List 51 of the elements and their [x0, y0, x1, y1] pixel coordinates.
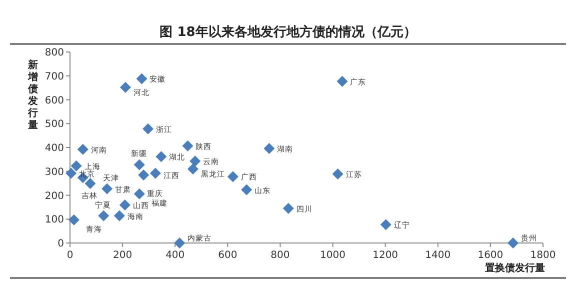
point: [98, 210, 110, 222]
point: [156, 151, 167, 162]
y-tick-label: 500: [44, 119, 64, 130]
point: [114, 210, 125, 222]
x-tick-label: 1200: [372, 250, 398, 261]
y-tick-label: 0: [58, 238, 64, 250]
point: [282, 202, 294, 214]
y-tick-label: 700: [44, 71, 64, 82]
point: [508, 238, 519, 248]
chart-title: 图 18年以来各地发行地方债的情况（亿元）: [160, 24, 416, 40]
point: [136, 73, 148, 84]
x-tick-label: 1000: [320, 250, 346, 261]
x-tick-label: 800: [270, 250, 290, 261]
point: [227, 171, 238, 182]
y-tick-label: 400: [44, 143, 64, 154]
point: [142, 123, 154, 134]
point: [119, 200, 130, 211]
x-tick-label: 1800: [530, 250, 556, 261]
point: [134, 188, 145, 200]
y-tick-label: 300: [44, 166, 64, 178]
y-tick-label: 100: [44, 214, 64, 226]
point: [68, 214, 80, 226]
x-tick-label: 200: [113, 250, 132, 261]
y-tick-label: 600: [44, 95, 64, 106]
point: [150, 168, 161, 179]
y-tick-label: 200: [44, 190, 64, 202]
point: [102, 183, 113, 194]
x-tick-label: 1400: [425, 250, 451, 261]
x-tick-label: 400: [166, 250, 185, 261]
point: [134, 159, 145, 170]
point: [84, 178, 96, 190]
x-axis-title: 置换债发行量: [484, 262, 545, 274]
point: [336, 76, 348, 87]
point: [182, 140, 194, 152]
point: [174, 238, 186, 248]
x-tick-label: 1600: [478, 250, 504, 261]
point: [264, 142, 275, 154]
point: [332, 168, 344, 180]
x-tick-label: 0: [66, 250, 74, 261]
point: [190, 156, 201, 167]
point: [66, 168, 77, 179]
point: [70, 160, 82, 172]
point: [241, 184, 252, 196]
point: [120, 82, 131, 93]
x-tick-label: 600: [218, 250, 238, 261]
point: [187, 163, 198, 174]
point: [77, 144, 88, 155]
point: [380, 219, 392, 230]
y-tick-label: 800: [44, 48, 64, 58]
point: [138, 169, 150, 180]
y-axis-title: 新增债发行量: [27, 59, 38, 131]
